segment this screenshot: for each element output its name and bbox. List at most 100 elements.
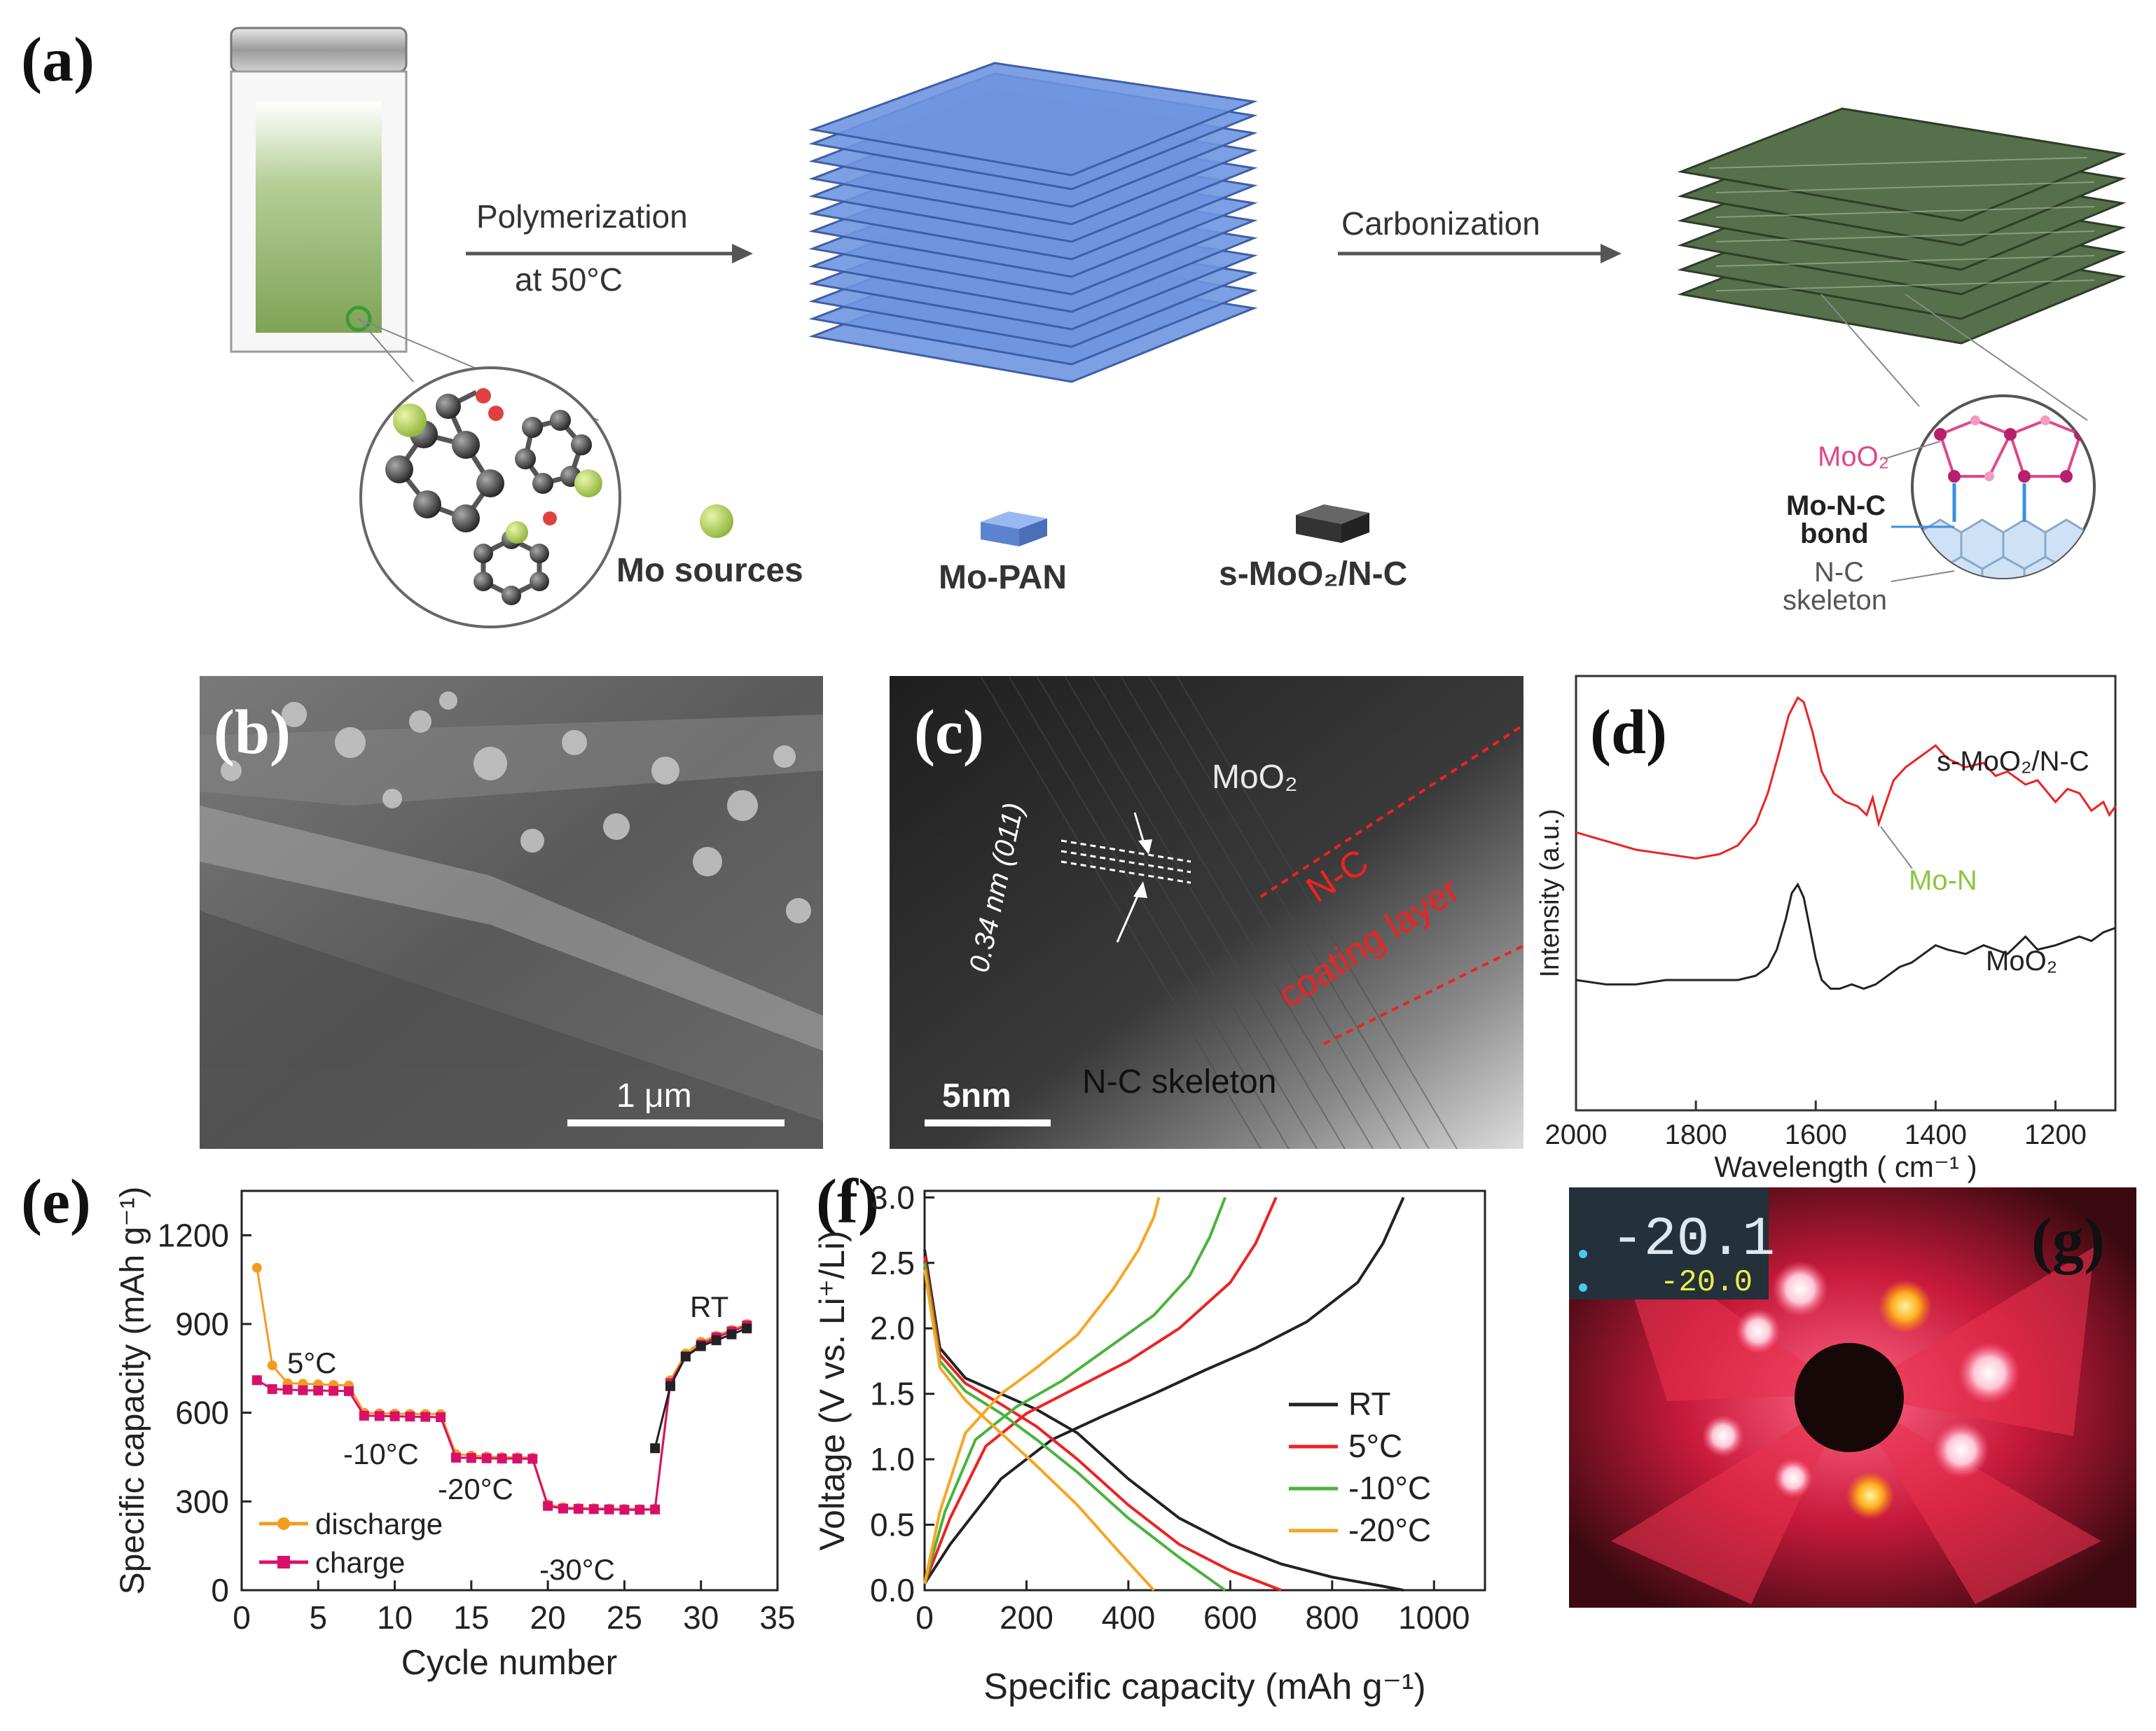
raman-series-1 bbox=[1575, 882, 2116, 990]
raman-xtick-label-4: 1200 bbox=[2024, 1119, 2087, 1150]
zoom-label-skeleton-2: skeleton bbox=[1783, 585, 1887, 616]
cycling-charge-point bbox=[512, 1454, 523, 1464]
voltage-xtick-label-1: 200 bbox=[1000, 1599, 1053, 1636]
legend-mo-sources: Mo sources bbox=[616, 552, 803, 589]
voltage-ytick-label-5: 2.5 bbox=[870, 1245, 915, 1281]
raman-label-upper: s-MoO₂/N-C bbox=[1937, 746, 2089, 777]
raman-plot-frame bbox=[1575, 675, 2117, 1112]
raman-xtick-label-1: 1800 bbox=[1665, 1119, 1727, 1150]
cycling-charge-point bbox=[436, 1412, 446, 1422]
legend-product-icon bbox=[1296, 504, 1369, 543]
panel-label-f: (f) bbox=[816, 1167, 879, 1236]
cycling-chart: 0 5 10 15 20 25 30 35 0 300 600 900 1200 bbox=[158, 1217, 796, 1636]
panel-label-d: (d) bbox=[1590, 698, 1667, 767]
voltage-xtick-label-4: 800 bbox=[1305, 1599, 1359, 1636]
step1-label-2: at 50°C bbox=[515, 261, 623, 298]
panel-c: (c) MoO₂ 0.34 nm (011) N-C coating layer… bbox=[890, 675, 1525, 1150]
legend-charge-label: charge bbox=[315, 1546, 405, 1579]
molecule-zoom bbox=[359, 366, 621, 628]
raman-xtick-label-0: 2000 bbox=[1545, 1119, 1608, 1150]
cycling-charge-point bbox=[267, 1384, 277, 1394]
voltage-legend-5c: 5°C bbox=[1348, 1428, 1402, 1464]
raman-xtick-label-2: 1600 bbox=[1785, 1119, 1847, 1150]
panel-label-g: (g) bbox=[2031, 1206, 2105, 1275]
cycling-charge-point bbox=[588, 1504, 599, 1515]
raman-annotation-mon: Mo-N bbox=[1909, 865, 1977, 896]
voltage-discharge-2 bbox=[923, 1262, 1226, 1592]
legend-discharge-label: discharge bbox=[315, 1508, 443, 1540]
panel-d: (d) 2000 1800 1600 1400 1200 s-MoO₂/N-C MoO₂… bbox=[1535, 675, 2117, 1183]
cycling-charge-point bbox=[543, 1501, 553, 1511]
cycling-charge-point bbox=[451, 1452, 461, 1463]
cycling-xtick-label-4: 20 bbox=[530, 1599, 566, 1636]
cycling-ytick-label-1: 300 bbox=[175, 1483, 229, 1519]
cycling-charge-point bbox=[466, 1453, 476, 1463]
raman-ylabel: Intensity (a.u.) bbox=[1535, 809, 1565, 978]
cycling-charge-point bbox=[405, 1412, 415, 1422]
panel-f: (f) 0 200 400 600 800 1000 0.0 0.5 1.0 1.5 2.0 2.5 3… bbox=[813, 1167, 1486, 1707]
raman-xlabel: Wavelength ( cm⁻¹ ) bbox=[1714, 1150, 1977, 1183]
cycling-discharge-point bbox=[267, 1360, 277, 1371]
raman-series-0 bbox=[1575, 696, 2117, 860]
cycling-ytick-label-0: 0 bbox=[211, 1572, 229, 1608]
legend-discharge-marker bbox=[277, 1517, 290, 1530]
cycling-rt-point bbox=[696, 1341, 706, 1351]
voltage-xtick-label-0: 0 bbox=[915, 1599, 934, 1636]
voltage-legend-m20c: -20°C bbox=[1348, 1512, 1431, 1548]
cycling-charge-point bbox=[420, 1412, 431, 1422]
voltage-ytick-label-6: 3.0 bbox=[870, 1179, 915, 1215]
voltage-discharge-0 bbox=[923, 1249, 1404, 1592]
cycling-annot-rt: RT bbox=[690, 1290, 728, 1323]
cycling-charge-point bbox=[344, 1386, 354, 1396]
s-moo2-nc-stack bbox=[1677, 107, 2127, 345]
vial bbox=[230, 27, 408, 353]
panel-a: (a) bbox=[21, 25, 2127, 628]
panel-label-c: (c) bbox=[914, 698, 984, 767]
sem-scale-label: 1 μm bbox=[616, 1077, 692, 1115]
voltage-ytick-label-1: 0.5 bbox=[870, 1507, 915, 1543]
cycling-charge-point bbox=[619, 1505, 630, 1515]
cycling-charge-point bbox=[329, 1386, 339, 1396]
cycling-annot-m10c: -10°C bbox=[343, 1437, 419, 1470]
voltage-charge-3 bbox=[923, 1196, 1161, 1585]
cycling-xtick-label-3: 15 bbox=[453, 1599, 489, 1636]
step2-label: Carbonization bbox=[1341, 205, 1540, 242]
voltage-ylabel: Voltage (V vs. Li⁺/Li) bbox=[813, 1230, 852, 1550]
cycling-xtick-label-1: 5 bbox=[309, 1599, 327, 1636]
cycling-charge-point bbox=[635, 1505, 645, 1515]
cycling-ytick-label-4: 1200 bbox=[158, 1217, 229, 1253]
cycling-rt-point bbox=[726, 1329, 737, 1339]
cycling-charge-point bbox=[359, 1410, 369, 1421]
battery-disk bbox=[1795, 1343, 1904, 1452]
cycling-rt-point bbox=[650, 1443, 661, 1454]
cycling-xtick-label-2: 10 bbox=[377, 1599, 413, 1636]
voltage-charge-2 bbox=[923, 1196, 1226, 1585]
cycling-plot-frame bbox=[240, 1189, 779, 1592]
legend-charge-marker bbox=[277, 1556, 290, 1568]
thermometer-display bbox=[1569, 1187, 1769, 1299]
cycling-xlabel: Cycle number bbox=[401, 1643, 617, 1682]
panel-e: (e) 0 5 10 15 20 25 30 35 0 300 600 900 1200 Specifi… bbox=[21, 1167, 796, 1682]
voltage-legend-m10c: -10°C bbox=[1348, 1470, 1431, 1506]
legend-product: s-MoO₂/N-C bbox=[1219, 556, 1407, 593]
legend-mo-icon bbox=[700, 504, 733, 538]
cycling-charge-point bbox=[481, 1453, 492, 1463]
thermometer-reading: -20.1 bbox=[1611, 1209, 1775, 1271]
cycling-ytick-label-3: 900 bbox=[175, 1306, 229, 1342]
voltage-xtick-label-2: 400 bbox=[1102, 1599, 1156, 1636]
cycling-charge-point bbox=[282, 1384, 293, 1395]
thermometer-set: -20.0 bbox=[1660, 1265, 1753, 1300]
voltage-xlabel: Specific capacity (mAh g⁻¹) bbox=[983, 1667, 1425, 1707]
tem-phase-label: MoO₂ bbox=[1212, 759, 1298, 796]
cycling-ylabel: Specific capacity (mAh g⁻¹) bbox=[114, 1187, 151, 1595]
cycling-rt-point bbox=[680, 1351, 691, 1362]
cycling-annot-5c: 5°C bbox=[287, 1346, 337, 1379]
zoom-label-skeleton-1: N-C bbox=[1814, 557, 1864, 588]
legend-mo-pan: Mo-PAN bbox=[939, 559, 1067, 596]
cycling-ytick-label-2: 600 bbox=[175, 1395, 229, 1431]
mo-pan-stack bbox=[808, 62, 1258, 383]
voltage-ytick-label-3: 1.5 bbox=[870, 1376, 915, 1412]
voltage-ytick-label-4: 2.0 bbox=[870, 1310, 915, 1346]
cycling-charge-point bbox=[313, 1386, 324, 1395]
panel-b: (b) 1 μm bbox=[200, 676, 823, 1149]
